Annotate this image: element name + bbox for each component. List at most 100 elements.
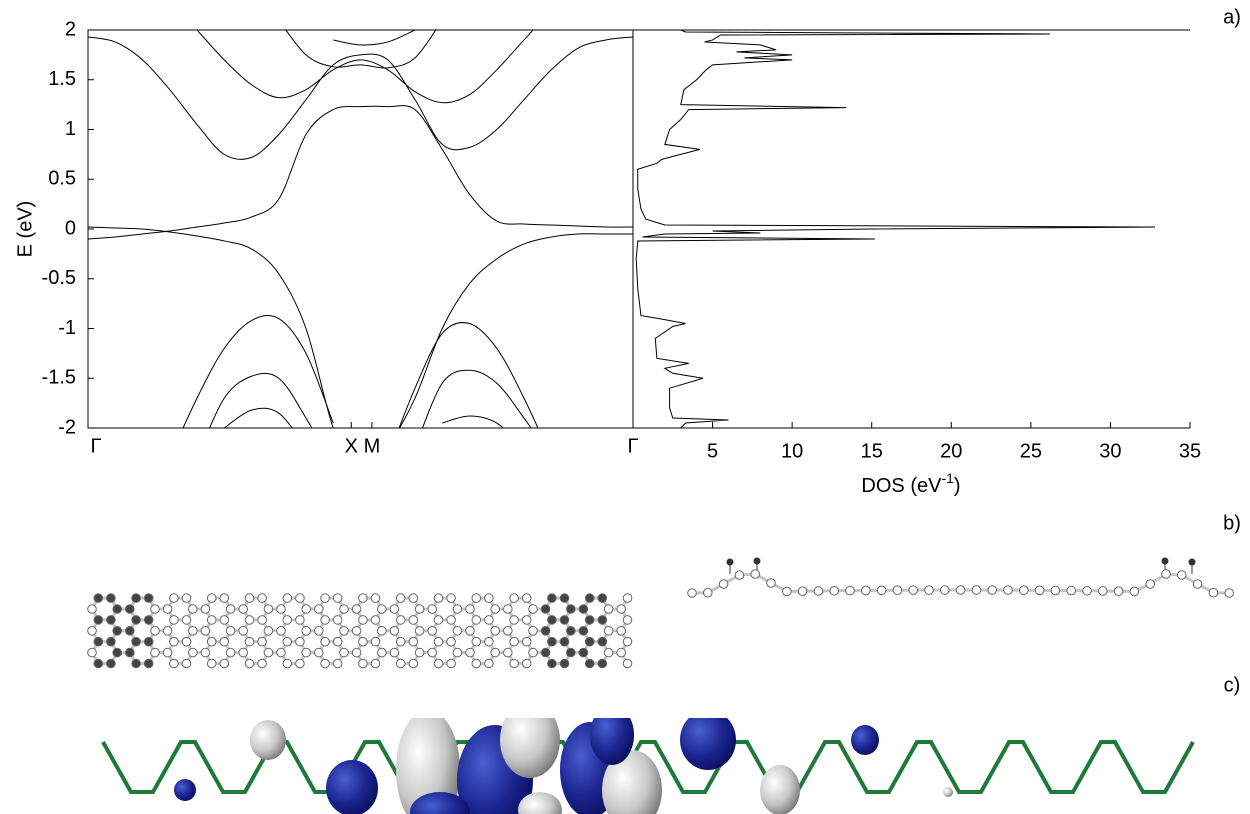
atom bbox=[359, 594, 368, 603]
atom bbox=[1162, 570, 1171, 579]
atom bbox=[258, 637, 267, 646]
atom bbox=[151, 627, 160, 636]
atom bbox=[371, 637, 380, 646]
atom bbox=[767, 579, 776, 588]
atom bbox=[163, 605, 172, 614]
atom bbox=[548, 659, 557, 668]
band-line bbox=[170, 315, 552, 457]
atom bbox=[491, 648, 500, 657]
atom bbox=[522, 616, 531, 625]
atom bbox=[522, 659, 531, 668]
y-axis-label: E (eV) bbox=[14, 201, 36, 258]
atom bbox=[409, 616, 418, 625]
atom bbox=[548, 616, 557, 625]
atom bbox=[333, 659, 342, 668]
atom bbox=[485, 616, 494, 625]
atom bbox=[491, 605, 500, 614]
y-tick-label: 0 bbox=[65, 217, 76, 239]
atom bbox=[567, 605, 576, 614]
atom bbox=[359, 637, 368, 646]
x-tick-label: 25 bbox=[1020, 440, 1042, 462]
atom bbox=[207, 616, 216, 625]
atom bbox=[956, 586, 965, 595]
atom bbox=[333, 637, 342, 646]
atom bbox=[598, 594, 607, 603]
atom bbox=[258, 616, 267, 625]
atom bbox=[245, 637, 254, 646]
atom bbox=[170, 637, 179, 646]
atom bbox=[1083, 586, 1092, 595]
atom bbox=[472, 594, 481, 603]
atom bbox=[264, 648, 273, 657]
atom bbox=[170, 616, 179, 625]
atom bbox=[428, 648, 437, 657]
atom bbox=[1130, 587, 1139, 596]
atom bbox=[453, 605, 462, 614]
atom bbox=[113, 605, 122, 614]
atom bbox=[88, 627, 97, 636]
atom bbox=[321, 637, 330, 646]
orbital-lobe bbox=[943, 787, 953, 797]
atom bbox=[201, 605, 210, 614]
atom bbox=[735, 571, 744, 580]
atom bbox=[428, 627, 437, 636]
x-tick-label: 20 bbox=[940, 440, 962, 462]
atom bbox=[371, 594, 380, 603]
atom bbox=[378, 648, 387, 657]
atom bbox=[1020, 586, 1029, 595]
y-tick-label: 0.5 bbox=[48, 168, 76, 190]
atom bbox=[719, 580, 728, 589]
atom bbox=[220, 594, 229, 603]
atom bbox=[94, 637, 103, 646]
atom bbox=[107, 616, 116, 625]
orbital-lobe bbox=[174, 779, 196, 801]
atom bbox=[846, 586, 855, 595]
orbital-lobe bbox=[760, 765, 800, 814]
figure: a) b) c) E (eV) DOS (eV-1) 21.510.50-0.5… bbox=[0, 0, 1250, 814]
atom bbox=[909, 586, 918, 595]
atom bbox=[541, 605, 550, 614]
atom bbox=[94, 616, 103, 625]
atom bbox=[560, 637, 569, 646]
atom bbox=[585, 659, 594, 668]
atom bbox=[132, 616, 141, 625]
atom bbox=[415, 605, 424, 614]
atom bbox=[1225, 589, 1234, 598]
atom bbox=[623, 659, 632, 668]
atom bbox=[504, 627, 513, 636]
atom bbox=[220, 659, 229, 668]
atom bbox=[688, 589, 697, 598]
band-line bbox=[88, 227, 633, 488]
atom bbox=[201, 627, 210, 636]
atom bbox=[390, 627, 399, 636]
atom bbox=[283, 637, 292, 646]
atom bbox=[1146, 580, 1155, 589]
atom bbox=[434, 637, 443, 646]
atom bbox=[340, 605, 349, 614]
atom bbox=[447, 594, 456, 603]
atom bbox=[107, 637, 116, 646]
atom bbox=[296, 616, 305, 625]
atom bbox=[579, 605, 588, 614]
atom bbox=[277, 605, 286, 614]
atom bbox=[258, 659, 267, 668]
atom bbox=[830, 586, 839, 595]
atom bbox=[277, 648, 286, 657]
atom bbox=[529, 605, 538, 614]
atom bbox=[617, 605, 626, 614]
atom bbox=[163, 648, 172, 657]
atom-h bbox=[1189, 559, 1196, 566]
atom bbox=[396, 616, 405, 625]
atom bbox=[434, 594, 443, 603]
atom bbox=[396, 637, 405, 646]
band-line bbox=[170, 0, 552, 103]
band-line bbox=[279, 20, 443, 68]
atom bbox=[522, 594, 531, 603]
band-line bbox=[88, 106, 633, 239]
x-tick-label: X bbox=[345, 435, 358, 457]
atom bbox=[1099, 587, 1108, 596]
atom bbox=[560, 594, 569, 603]
x-tick-label: 30 bbox=[1099, 440, 1121, 462]
atom bbox=[88, 605, 97, 614]
atom bbox=[207, 594, 216, 603]
